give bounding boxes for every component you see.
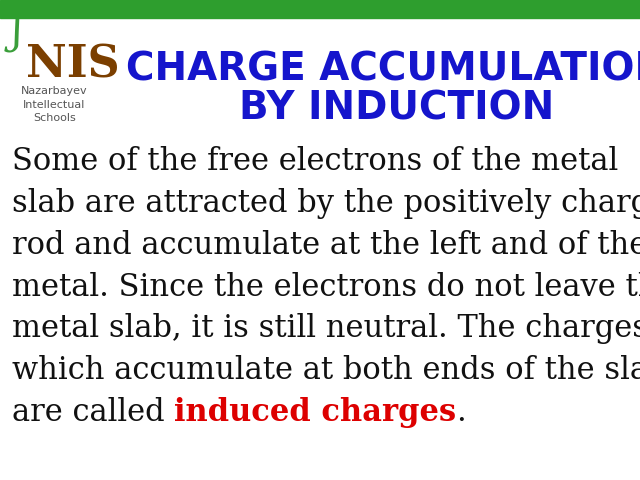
Text: Nazarbayev
Intellectual
Schools: Nazarbayev Intellectual Schools: [21, 86, 88, 123]
Bar: [0, 0, 640, 18]
Text: metal slab, it is still neutral. The charges: metal slab, it is still neutral. The cha…: [12, 313, 640, 345]
Text: slab are attracted by the positively charged: slab are attracted by the positively cha…: [12, 188, 640, 219]
Text: induced charges: induced charges: [174, 397, 456, 428]
Text: are called: are called: [12, 397, 174, 428]
Text: rod and accumulate at the left and of the: rod and accumulate at the left and of th…: [12, 230, 640, 261]
Text: .: .: [456, 397, 466, 428]
Text: which accumulate at both ends of the slab: which accumulate at both ends of the sla…: [12, 355, 640, 386]
Text: ʃ: ʃ: [12, 10, 23, 52]
Text: BY INDUCTION: BY INDUCTION: [239, 89, 554, 127]
Text: CHARGE ACCUMULATION: CHARGE ACCUMULATION: [126, 50, 640, 89]
Text: NIS: NIS: [26, 43, 119, 86]
Text: metal. Since the electrons do not leave the: metal. Since the electrons do not leave …: [12, 272, 640, 303]
Text: Some of the free electrons of the metal: Some of the free electrons of the metal: [12, 146, 618, 178]
